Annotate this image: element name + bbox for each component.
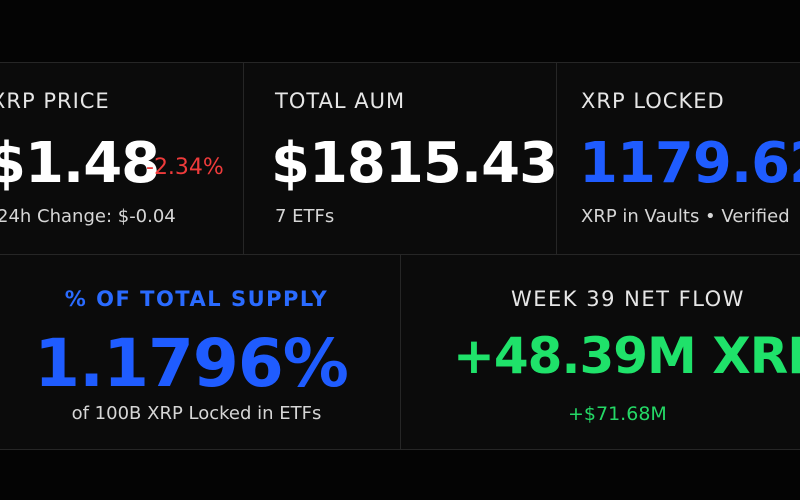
total-aum-value: $1815.43M bbox=[271, 131, 557, 196]
xrp-locked-label: XRP LOCKED bbox=[581, 89, 725, 113]
net-flow-label: WEEK 39 NET FLOW bbox=[511, 287, 745, 311]
total-supply-subtext: of 100B XRP Locked in ETFs bbox=[71, 403, 322, 424]
xrp-price-label: XRP PRICE bbox=[0, 89, 110, 113]
xrp-price-24h-change: 24h Change: $-0.04 bbox=[0, 206, 176, 227]
net-flow-value: +48.39M XRP bbox=[453, 327, 800, 385]
xrp-price-value: $1.48 bbox=[0, 131, 160, 196]
xrp-locked-card: XRP LOCKED 1179.62M XRP in Vaults • Veri… bbox=[556, 62, 800, 255]
net-flow-card: WEEK 39 NET FLOW +48.39M XRP +$71.68M bbox=[400, 254, 800, 450]
xrp-locked-subtext: XRP in Vaults • Verified bbox=[581, 206, 790, 227]
total-supply-label: % OF TOTAL SUPPLY bbox=[64, 287, 329, 311]
xrp-price-card: XRP PRICE $1.48 -2.34% 24h Change: $-0.0… bbox=[0, 62, 244, 255]
total-aum-label: TOTAL AUM bbox=[275, 89, 406, 113]
total-aum-card: TOTAL AUM $1815.43M 7 ETFs bbox=[243, 62, 557, 255]
xrp-price-change-percent: -2.34% bbox=[146, 155, 224, 180]
total-supply-value: 1.1796% bbox=[34, 325, 349, 402]
xrp-locked-value: 1179.62M bbox=[579, 131, 800, 196]
etf-count: 7 ETFs bbox=[275, 206, 335, 227]
net-flow-usd: +$71.68M bbox=[568, 403, 667, 425]
total-supply-card: % OF TOTAL SUPPLY 1.1796% of 100B XRP Lo… bbox=[0, 254, 401, 450]
